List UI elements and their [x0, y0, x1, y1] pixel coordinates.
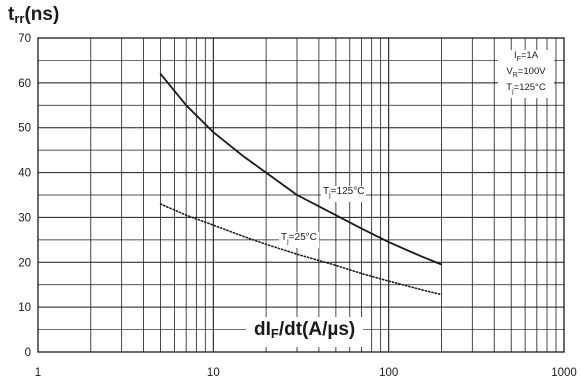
- y-tick-label: 70: [18, 33, 31, 45]
- conditions-legend: IF=1A VR=100V Tj=125°C: [498, 50, 554, 98]
- x-axis-title: dIF/dt(A/µs): [246, 317, 364, 347]
- y-tick-label: 40: [18, 168, 31, 180]
- y-tick-label: 0: [25, 347, 31, 359]
- series-line-tj25: [159, 203, 443, 296]
- plot-frame: [37, 37, 565, 353]
- x-tick-label: 100: [379, 367, 398, 379]
- x-tick-label: 10: [207, 367, 220, 379]
- series-line-tj125: [159, 73, 443, 266]
- x-tick-label: 1000: [551, 367, 577, 379]
- y-tick-label: 30: [18, 212, 31, 224]
- y-axis-title: trr(ns): [8, 4, 60, 26]
- y-tick-label: 60: [18, 78, 31, 90]
- tick-labels: 0 10 20 30 40 50 60 70 1 10 100 1000: [18, 33, 577, 379]
- legend-tj: Tj=125°C: [506, 81, 546, 95]
- y-tick-label: 20: [18, 257, 31, 269]
- y-tick-label: 50: [18, 123, 31, 135]
- series-label-tj125: Tj=125°C: [321, 186, 367, 202]
- x-tick-label: 1: [35, 367, 41, 379]
- data-series: [159, 73, 443, 296]
- y-tick-label: 10: [18, 302, 31, 314]
- grid-lines: [38, 38, 564, 352]
- series-label-tj25: Tj=25°C: [279, 232, 319, 248]
- legend-if: IF=1A: [513, 50, 539, 63]
- legend-vr: VR=100V: [506, 65, 546, 79]
